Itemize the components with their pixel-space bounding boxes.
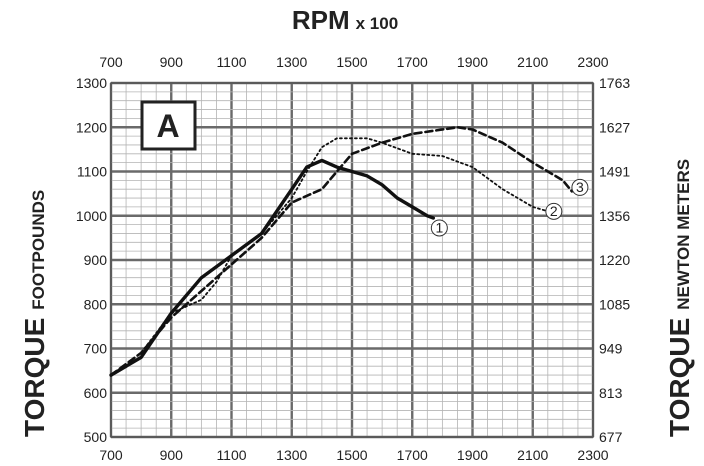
left-axis-label-sub: FOOTPOUNDS bbox=[29, 190, 48, 310]
series-markers: 1 2 3 bbox=[430, 178, 589, 237]
left-axis-label: TORQUE FOOTPOUNDS bbox=[19, 190, 50, 437]
series-1-marker-label: 1 bbox=[435, 219, 443, 235]
x-tick-top: 1700 bbox=[397, 54, 428, 70]
left-tick: 1000 bbox=[76, 208, 107, 224]
right-axis-label-main: TORQUE bbox=[664, 318, 695, 437]
x-tick-bottom: 1900 bbox=[457, 447, 488, 463]
left-tick: 600 bbox=[84, 385, 108, 401]
x-tick-bottom: 700 bbox=[99, 447, 123, 463]
right-tick: 1627 bbox=[599, 119, 630, 135]
left-tick: 1300 bbox=[76, 75, 107, 91]
right-axis-label-sub: NEWTON METERS bbox=[674, 159, 693, 310]
right-tick: 949 bbox=[599, 341, 623, 357]
right-tick: 1356 bbox=[599, 208, 630, 224]
x-tick-bottom: 1700 bbox=[397, 447, 428, 463]
left-tick: 1200 bbox=[76, 119, 107, 135]
left-axis-label-main: TORQUE bbox=[19, 318, 50, 437]
x-tick-bottom: 900 bbox=[160, 447, 184, 463]
x-tick-top: 2100 bbox=[517, 54, 548, 70]
x-tick-bottom: 1100 bbox=[216, 447, 246, 463]
chart-title: RPM x 100 bbox=[292, 5, 398, 35]
right-tick: 1763 bbox=[599, 75, 630, 91]
series-3-marker bbox=[571, 178, 589, 196]
axis-labels: 7007009009001100110013001300150015001700… bbox=[19, 5, 695, 463]
series-3-marker-label: 3 bbox=[576, 179, 584, 195]
x-tick-bottom: 1500 bbox=[336, 447, 367, 463]
x-tick-top: 1500 bbox=[336, 54, 367, 70]
x-tick-top: 1100 bbox=[216, 54, 246, 70]
series-lines bbox=[109, 126, 574, 377]
chart-title-suffix: x 100 bbox=[356, 14, 399, 33]
x-tick-top: 1900 bbox=[457, 54, 488, 70]
x-tick-bottom: 2300 bbox=[577, 447, 608, 463]
panel-label: A bbox=[156, 108, 179, 144]
left-tick: 500 bbox=[84, 429, 108, 445]
x-tick-top: 700 bbox=[99, 54, 123, 70]
left-tick: 900 bbox=[84, 252, 108, 268]
series-2-line bbox=[140, 137, 549, 354]
left-tick: 800 bbox=[84, 296, 108, 312]
x-tick-top: 1300 bbox=[276, 54, 307, 70]
right-axis-label: TORQUE NEWTON METERS bbox=[664, 159, 695, 437]
plot-frame bbox=[110, 82, 594, 438]
series-3-line bbox=[109, 126, 574, 377]
x-tick-bottom: 2100 bbox=[517, 447, 548, 463]
left-tick: 700 bbox=[84, 341, 108, 357]
series-1-line bbox=[109, 158, 435, 377]
series-2-marker bbox=[545, 202, 563, 220]
right-tick: 1085 bbox=[599, 296, 630, 312]
panel-label-box bbox=[140, 100, 197, 151]
right-tick: 1491 bbox=[599, 164, 630, 180]
left-tick: 1100 bbox=[77, 164, 107, 180]
x-tick-bottom: 1300 bbox=[276, 447, 307, 463]
series-2-marker-label: 2 bbox=[550, 203, 558, 219]
right-tick: 1220 bbox=[599, 252, 630, 268]
x-tick-top: 2300 bbox=[577, 54, 608, 70]
right-tick: 813 bbox=[599, 385, 623, 401]
chart-title-main: RPM bbox=[292, 5, 350, 35]
series-1-marker bbox=[430, 219, 448, 237]
x-tick-top: 900 bbox=[160, 54, 184, 70]
right-tick: 677 bbox=[599, 429, 623, 445]
axes: A bbox=[110, 82, 594, 438]
